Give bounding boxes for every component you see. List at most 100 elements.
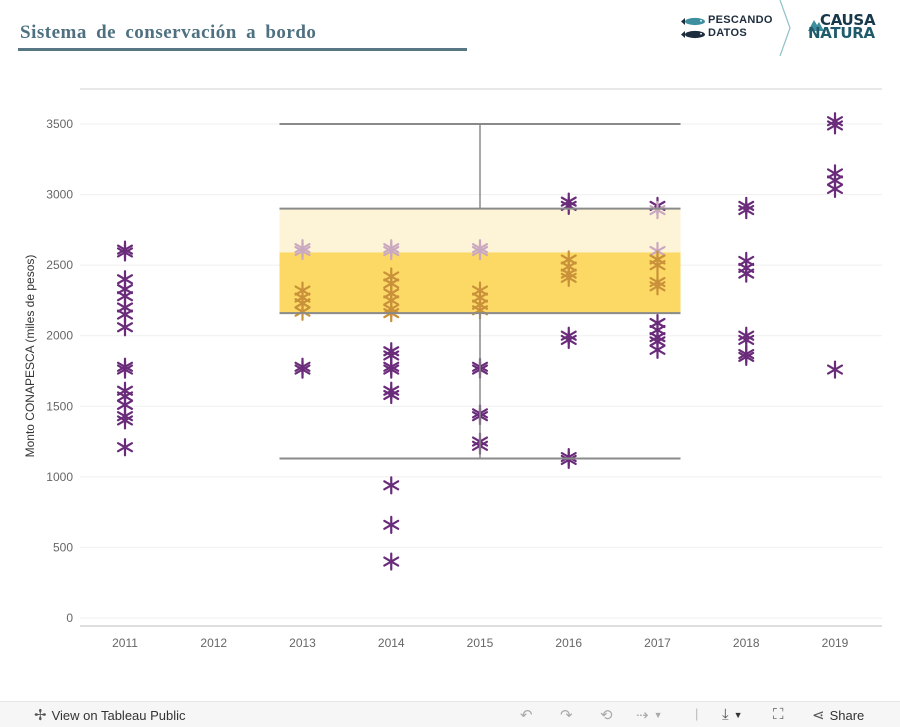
snowflake-arm	[649, 260, 666, 271]
logo-area: PESCANDO DATOS CAUSA NATURA	[680, 0, 900, 56]
snowflake-point	[471, 241, 489, 261]
causa-natura-logo: CAUSA NATURA	[808, 11, 876, 42]
logo-text-line-2: DATOS	[708, 27, 747, 39]
fullscreen-icon: ⛶	[773, 706, 784, 723]
divider-chevron	[779, 0, 791, 56]
snowflake-arm	[116, 247, 134, 258]
y-tick-label: 2000	[46, 329, 73, 343]
y-tick-label: 1500	[46, 399, 73, 413]
snowflake-arm	[116, 322, 134, 333]
logo-causa: CAUSA	[820, 11, 876, 29]
snowflake-point	[383, 515, 400, 534]
snowflake-point	[116, 318, 134, 337]
toolbar-divider: |	[695, 706, 699, 721]
snowflake-arm	[116, 309, 134, 320]
snowflake-arm	[383, 350, 400, 361]
snowflake-point	[116, 243, 134, 262]
dropdown-caret-icon: ▼	[653, 710, 663, 720]
snowflake-arm	[649, 344, 666, 355]
snowflake-point	[383, 385, 400, 405]
snowflake-point	[383, 552, 400, 571]
snowflake-point	[560, 330, 577, 350]
y-tick-label: 3500	[46, 117, 73, 131]
fullscreen-button[interactable]: ⛶	[773, 706, 784, 723]
snowflake-point	[116, 411, 134, 430]
snowflake-point	[738, 347, 755, 366]
snowflake-point	[738, 200, 755, 220]
snowflake-arm	[738, 268, 755, 279]
x-tick-label: 2014	[378, 636, 405, 650]
revert-icon: ⟲	[600, 707, 613, 724]
snowflake-point	[116, 438, 134, 457]
undo-icon: ↶	[520, 707, 533, 724]
undo-button[interactable]: ↶	[520, 706, 533, 724]
y-tick-label: 2500	[46, 258, 73, 272]
fish-icon	[681, 17, 705, 26]
dropdown-caret-icon: ▼	[733, 709, 743, 720]
snowflake-point	[649, 340, 666, 359]
share-label: Share	[829, 707, 865, 723]
snowflake-arm	[116, 291, 134, 302]
x-tick-label: 2013	[289, 636, 316, 650]
share-button[interactable]: ⋖ Share	[812, 706, 864, 724]
y-tick-label: 3000	[46, 188, 73, 202]
revert-button[interactable]: ⟲	[600, 706, 613, 724]
snowflake-arm	[649, 281, 666, 292]
snowflake-point	[294, 241, 311, 261]
x-tick-label: 2017	[644, 636, 671, 650]
view-on-tableau-link[interactable]: ✢ View on Tableau Public	[34, 706, 186, 724]
snowflake-arm	[116, 415, 134, 426]
snowflake-point	[738, 264, 755, 283]
page-title: Sistema de conservación a bordo	[20, 22, 317, 43]
tableau-icon: ✢	[34, 707, 47, 724]
redo-button[interactable]: ↷	[560, 706, 573, 724]
snowflake-arm	[826, 364, 844, 375]
y-tick-label: 1000	[46, 470, 73, 484]
snowflake-point	[649, 200, 666, 220]
snowflake-point	[383, 360, 400, 379]
snowflake-arm	[560, 272, 577, 283]
snowflake-arm	[560, 454, 577, 466]
snowflake-point	[383, 241, 400, 261]
snowflake-arm	[738, 334, 755, 346]
snowflake-point	[826, 179, 844, 199]
snowflake-point	[294, 360, 311, 379]
x-tick-label: 2016	[555, 636, 582, 650]
snowflake-arm	[383, 278, 400, 289]
snowflake-point	[560, 268, 577, 287]
snowflake-point	[649, 277, 666, 296]
redo-icon: ↷	[560, 707, 573, 724]
chart: 0 500 1000 1500 2000 2500 3000 3500 2011 2012 2013…	[23, 88, 882, 650]
x-tick-label: 2018	[733, 636, 760, 650]
y-tick-label: 500	[53, 540, 73, 554]
snowflake-arm	[560, 334, 577, 346]
forward-icon: ⇢	[636, 707, 649, 724]
x-tick-label: 2015	[467, 636, 494, 650]
y-axis-label: Monto CONAPESCA (miles de pesos)	[23, 255, 37, 458]
footer-toolbar: ✢ View on Tableau Public ↶ ↷ ⟲ ⇢ ▼ | ⤓ ▼ ⛶…	[0, 701, 900, 727]
snowflake-arm	[826, 183, 844, 195]
y-tick-label: 0	[66, 611, 73, 625]
snowflake-point	[826, 360, 844, 379]
snowflake-arm	[116, 399, 134, 410]
snowflake-arm	[294, 245, 311, 257]
snowflake-arm	[383, 480, 400, 491]
snowflake-arm	[383, 364, 400, 375]
snowflake-arm	[116, 442, 134, 453]
snowflake-arm	[383, 556, 400, 567]
snowflake-arm	[383, 389, 400, 401]
snowflake-arm	[383, 519, 400, 530]
snowflake-arm	[294, 306, 311, 317]
snowflake-arm	[826, 120, 844, 131]
view-on-tableau-label: View on Tableau Public	[51, 707, 186, 723]
logo-text-line-1: PESCANDO	[708, 14, 773, 26]
pause-button[interactable]: ⇢ ▼	[636, 706, 663, 724]
snowflake-point	[116, 360, 134, 379]
snowflake-arm	[116, 364, 134, 375]
logo-natura: NATURA	[808, 24, 875, 42]
x-tick-label: 2019	[822, 636, 849, 650]
x-tick-label: 2011	[112, 636, 138, 650]
snowflake-point	[649, 256, 666, 275]
download-button[interactable]: ⤓ ▼	[722, 706, 743, 723]
